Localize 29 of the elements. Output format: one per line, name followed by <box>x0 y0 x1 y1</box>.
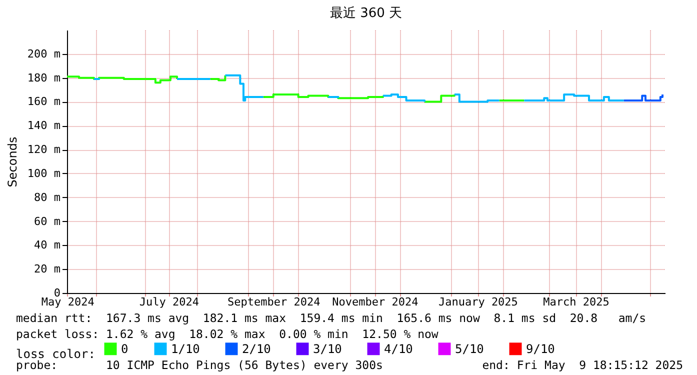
y-tick-label: 200 m <box>27 47 61 60</box>
y-tick-label: 80 m <box>34 190 61 204</box>
legend-label: 2/10 <box>242 342 271 356</box>
legend-label: 0 <box>121 342 128 356</box>
text: probe: 10 ICMP Echo Pings (56 Bytes) every 300s <box>16 358 383 372</box>
text: packet loss: 1.62 % avg 18.02 % max 0.00 % min 12.50 % now <box>16 327 438 341</box>
y-tick-label: 100 m <box>27 166 61 180</box>
y-tick-label: 60 m <box>34 214 61 228</box>
y-tick-label: 40 m <box>34 238 61 252</box>
chart-title: 最近 360 天 <box>330 6 402 21</box>
legend-label: 3/10 <box>313 342 342 356</box>
legend-title: loss color: <box>16 347 96 361</box>
x-tick-label: March 2025 <box>543 296 610 308</box>
legend-label: 4/10 <box>384 342 413 356</box>
x-tick-label: January 2025 <box>438 296 518 308</box>
legend-label: 9/10 <box>526 342 555 356</box>
y-tick-label: 120 m <box>27 143 61 156</box>
x-tick-label: November 2024 <box>332 296 419 308</box>
y-tick-label: 20 m <box>34 262 61 276</box>
y-tick-label: 160 m <box>27 95 61 108</box>
y-tick-label: 180 m <box>27 71 61 84</box>
x-tick-label: July 2024 <box>139 296 200 308</box>
legend-label: 1/10 <box>171 342 200 356</box>
legend-label: 5/10 <box>455 342 484 356</box>
y-tick-label: 140 m <box>27 119 61 132</box>
y-axis-title: Seconds <box>5 136 20 188</box>
text: median rtt: 167.3 ms avg 182.1 ms max 159.4 ms min 165.6 ms now 8.1 ms sd 20.8 am/s <box>16 311 646 325</box>
x-tick-label: September 2024 <box>228 296 321 308</box>
text: end: Fri May 9 18:15:12 2025 <box>482 358 683 372</box>
